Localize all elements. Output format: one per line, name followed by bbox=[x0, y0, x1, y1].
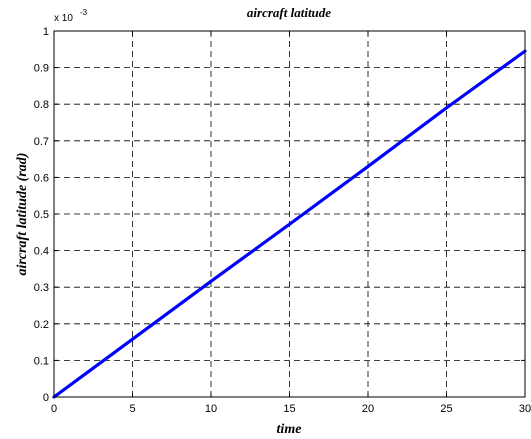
plot-frame bbox=[53, 30, 526, 398]
chart-title: aircraft latitude bbox=[247, 5, 331, 20]
y-tick-label: 0.4 bbox=[34, 246, 49, 258]
x-tick-label: 25 bbox=[440, 403, 452, 415]
x-tick-label: 30 bbox=[519, 403, 531, 415]
y-axis-label: aircraft latitude (rad) bbox=[15, 153, 30, 276]
x-tick-label: 20 bbox=[362, 403, 374, 415]
y-scale-multiplier: x 10 -3 bbox=[54, 8, 88, 24]
y-scale-exponent: -3 bbox=[80, 8, 88, 17]
series-group bbox=[52, 49, 527, 399]
x-tick-label: 0 bbox=[51, 403, 57, 415]
y-tick-label: 0.5 bbox=[34, 209, 49, 221]
x-tick-label: 10 bbox=[205, 403, 217, 415]
y-tick-label: 0 bbox=[43, 392, 49, 404]
y-tick-label: 1 bbox=[43, 26, 49, 38]
y-scale-base: x 10 bbox=[54, 13, 73, 24]
y-tick-label: 0.3 bbox=[34, 282, 49, 294]
x-tick-labels: 0 5 10 15 20 25 30 bbox=[51, 403, 531, 415]
y-tick-label: 0.1 bbox=[34, 355, 49, 367]
y-tick-label: 0.2 bbox=[34, 319, 49, 331]
y-tick-label: 0.6 bbox=[34, 172, 49, 184]
y-tick-label: 0.8 bbox=[34, 99, 49, 111]
x-axis-label: time bbox=[277, 422, 302, 437]
x-tick-label: 15 bbox=[283, 403, 295, 415]
series-line bbox=[52, 49, 527, 399]
x-tick-label: 5 bbox=[129, 403, 135, 415]
y-tick-label: 0.7 bbox=[34, 136, 49, 148]
grid-lines bbox=[54, 31, 525, 397]
y-tick-labels: 0 0.1 0.2 0.3 0.4 0.5 0.6 0.7 0.8 0.9 1 bbox=[34, 26, 49, 404]
y-tick-label: 0.9 bbox=[34, 63, 49, 75]
